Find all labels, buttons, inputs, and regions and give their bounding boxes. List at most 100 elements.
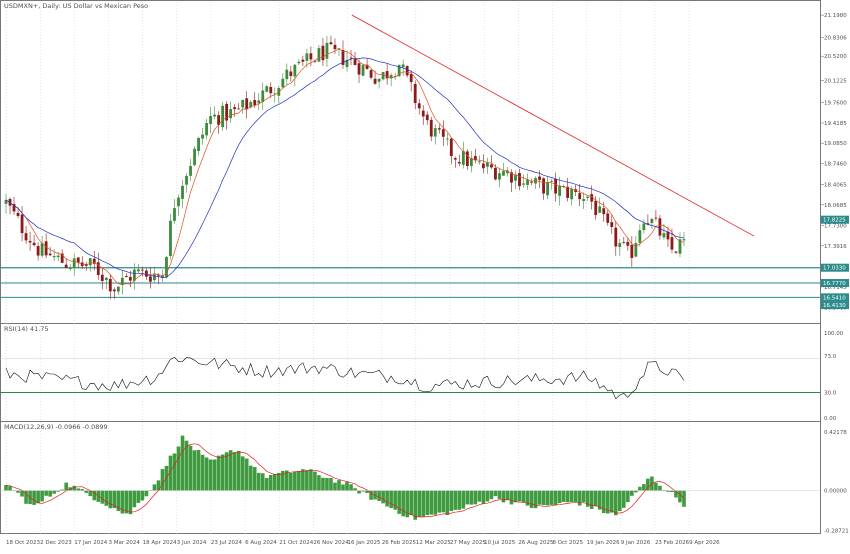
candle-body	[161, 275, 164, 279]
date-tick-label: 8 Oct 2025	[552, 540, 583, 546]
macd-histogram-bar	[120, 490, 125, 514]
candle-body	[385, 71, 389, 79]
candle-body	[590, 194, 594, 202]
descending-trendline[interactable]	[351, 14, 755, 237]
macd-histogram-bar	[76, 488, 81, 491]
macd-histogram-bar	[381, 490, 385, 504]
macd-histogram-bar	[569, 490, 574, 502]
macd-histogram-bar	[297, 471, 301, 491]
candle-body	[157, 274, 160, 276]
macd-histogram-bar	[20, 490, 24, 497]
candle-body	[618, 243, 622, 248]
candle-body	[429, 119, 433, 137]
macd-histogram-bar	[461, 490, 466, 509]
date-tick-label: 21 Oct 2024	[279, 540, 314, 546]
macd-tick-label: 0.00000	[824, 489, 847, 495]
macd-tick-label: 0.42178	[824, 430, 847, 436]
candle-body	[197, 137, 200, 152]
rsi-tick-label: 100.00	[824, 331, 844, 337]
macd-histogram-bar	[100, 490, 105, 504]
candle-body	[289, 71, 293, 77]
candle-body	[417, 103, 421, 109]
macd-histogram-bar	[64, 482, 68, 491]
macd-histogram-bar	[321, 477, 325, 491]
date-tick-label: 6 Aug 2024	[245, 540, 277, 546]
date-tick-label: 9 Jan 2026	[621, 540, 651, 546]
macd-histogram-bar	[216, 455, 221, 491]
candle-body	[365, 64, 369, 69]
macd-histogram-bar	[84, 490, 89, 493]
macd-histogram-bar	[116, 490, 121, 511]
candle-body	[297, 61, 301, 64]
candle-body	[510, 172, 513, 183]
macd-histogram-bar	[393, 490, 397, 510]
candle-body	[76, 257, 80, 263]
macd-histogram-bar	[188, 445, 193, 491]
macd-histogram-bar	[24, 490, 28, 504]
macd-pane	[0, 435, 820, 520]
candle-body	[24, 233, 28, 241]
macd-histogram-bar	[212, 459, 217, 491]
macd-histogram-bar	[104, 490, 109, 506]
candle-body	[369, 70, 373, 78]
candle-body	[353, 59, 357, 65]
macd-histogram-bar	[658, 485, 662, 491]
date-tick-label: 26 Feb 2025	[382, 540, 417, 546]
ma-slow-line	[5, 57, 685, 278]
main-chart-title: USDMXN+, Daily: US Dollar vs Mexican Pes…	[4, 2, 148, 10]
candle-body	[674, 251, 678, 253]
candle-body	[132, 269, 136, 281]
macd-histogram-bar	[521, 490, 526, 503]
candle-body	[48, 253, 52, 256]
candle-body	[20, 214, 24, 234]
macd-histogram-bar	[208, 459, 213, 491]
macd-histogram-bar	[172, 453, 177, 491]
candle-body	[461, 151, 465, 165]
candle-body	[658, 218, 662, 236]
rsi-tick-label: 30.0	[824, 391, 837, 397]
macd-histogram-bar	[36, 490, 40, 504]
macd-signal-line	[5, 443, 685, 518]
candle-body	[56, 255, 60, 258]
candle-body	[245, 98, 249, 110]
candle-body	[498, 173, 501, 180]
macd-histogram-bar	[349, 484, 353, 491]
macd-histogram-bar	[401, 490, 405, 517]
macd-histogram-bar	[493, 490, 498, 497]
macd-histogram-bar	[12, 490, 16, 492]
macd-histogram-bar	[549, 490, 554, 505]
price-tick-label: 17.7300	[824, 223, 847, 229]
macd-histogram-bar	[513, 490, 518, 503]
candle-body	[630, 244, 634, 258]
macd-histogram-bar	[638, 486, 642, 491]
macd-histogram-bar	[666, 490, 670, 492]
macd-histogram-bar	[180, 435, 185, 491]
candle-body	[490, 164, 493, 168]
macd-histogram-bar	[605, 490, 610, 514]
macd-histogram-bar	[634, 490, 638, 493]
price-tag	[821, 293, 849, 302]
ma-fast-line	[5, 48, 685, 285]
macd-histogram-bar	[32, 490, 36, 505]
candle-body	[349, 57, 353, 59]
macd-histogram-bar	[144, 490, 149, 497]
macd-histogram-bar	[489, 490, 494, 500]
macd-histogram-bar	[601, 490, 606, 514]
rsi-tick-label: 73.0	[824, 354, 837, 360]
candle-body	[96, 262, 100, 276]
macd-histogram-bar	[337, 480, 341, 491]
macd-histogram-bar	[561, 490, 566, 502]
candle-body	[482, 163, 485, 169]
candle-body	[401, 64, 405, 68]
macd-histogram-bar	[473, 490, 478, 505]
candle-body	[108, 279, 112, 292]
candle-body	[165, 257, 168, 278]
price-tag	[821, 215, 849, 224]
price-tick-label: 20.5200	[824, 54, 847, 60]
candle-body	[666, 231, 670, 240]
candle-body	[650, 218, 654, 224]
candle-body	[670, 237, 674, 250]
candle-body	[16, 212, 20, 216]
